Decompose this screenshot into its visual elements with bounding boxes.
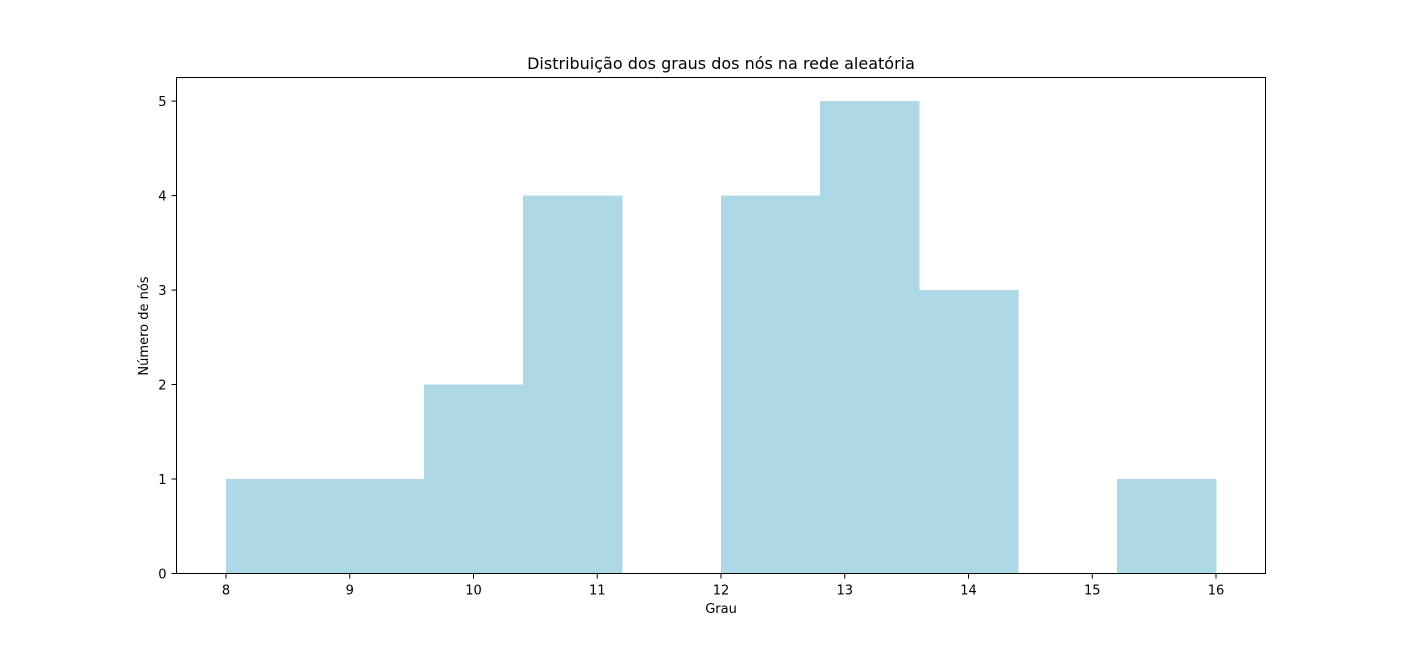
y-tick-label: 0 (158, 568, 166, 583)
y-tick-label: 4 (158, 190, 166, 205)
histogram-bar (325, 479, 425, 574)
histogram-bar (424, 384, 524, 574)
x-tick-label: 14 (960, 584, 977, 599)
x-tick-label: 9 (346, 584, 354, 599)
chart-title: Distribuição dos graus dos nós na rede a… (527, 54, 915, 73)
y-axis-ticks: 0 1 2 3 4 5 (158, 95, 177, 583)
histogram-bar (1117, 479, 1217, 574)
x-axis-ticks: 8 9 10 11 12 13 14 15 16 (222, 573, 1225, 599)
x-axis-title: Grau (705, 602, 737, 617)
y-tick-label: 3 (158, 284, 166, 299)
y-axis-title: Número de nós (137, 276, 152, 375)
x-tick-label: 16 (1208, 584, 1225, 599)
histogram-bar (523, 195, 623, 574)
x-tick-label: 10 (465, 584, 482, 599)
histogram-bar (226, 479, 326, 574)
bars-group (226, 101, 1217, 574)
x-tick-label: 15 (1084, 584, 1101, 599)
x-tick-label: 13 (836, 584, 853, 599)
x-tick-label: 12 (713, 584, 730, 599)
histogram-bar (919, 290, 1019, 574)
histogram-bar (721, 195, 821, 574)
x-tick-label: 8 (222, 584, 230, 599)
x-tick-label: 11 (589, 584, 606, 599)
y-tick-label: 1 (158, 473, 166, 488)
y-tick-label: 2 (158, 379, 166, 394)
y-tick-label: 5 (158, 95, 166, 110)
histogram-bar (820, 101, 920, 574)
